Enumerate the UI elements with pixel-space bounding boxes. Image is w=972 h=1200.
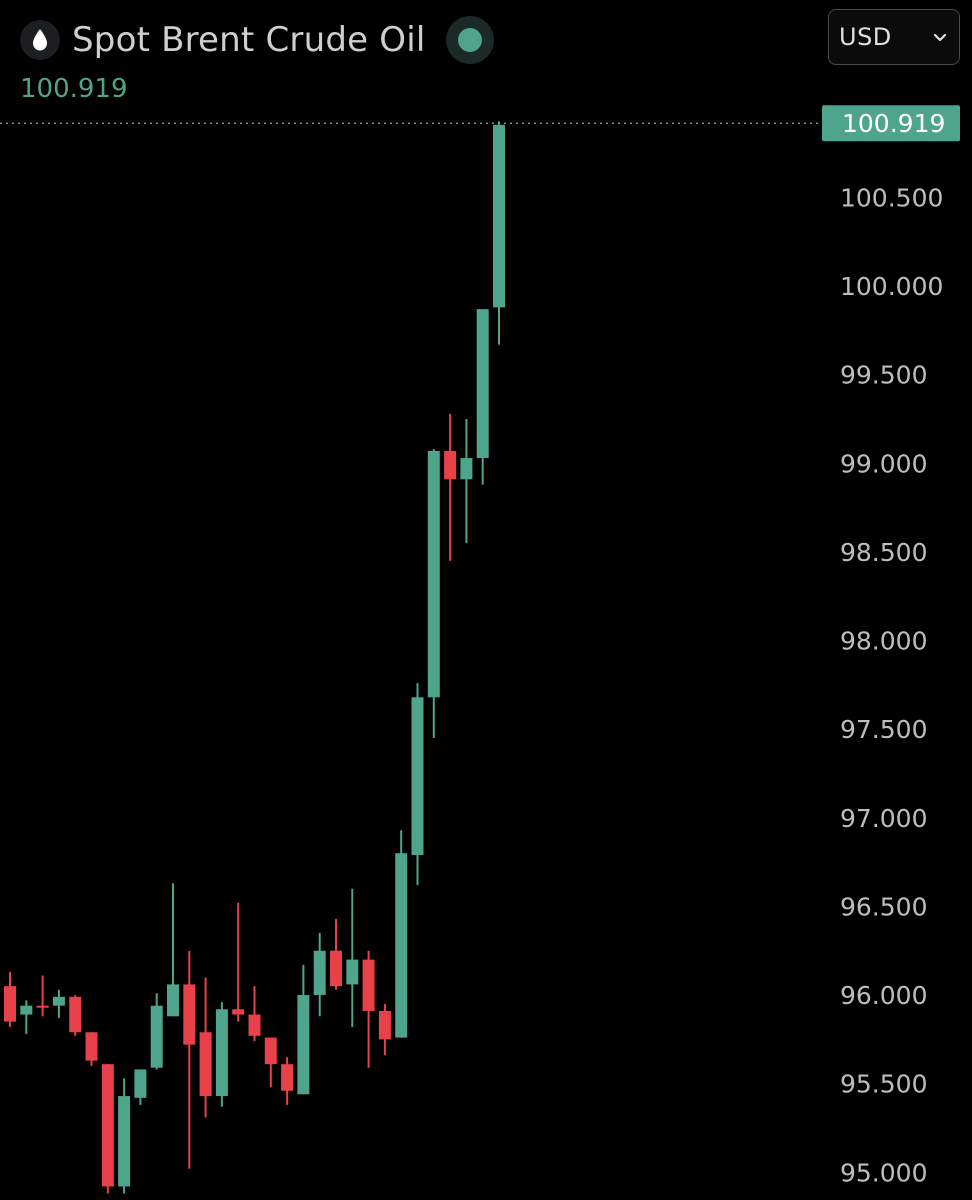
- y-tick-label: 99.500: [840, 361, 927, 390]
- y-tick-label: 100.500: [840, 183, 943, 212]
- candle-body: [427, 450, 440, 698]
- candle: [215, 1002, 228, 1107]
- candle: [493, 121, 505, 345]
- last-price-line-layer: 100.919: [0, 105, 960, 142]
- y-tick-label: 95.000: [840, 1158, 927, 1187]
- candle: [427, 449, 440, 739]
- candle: [460, 419, 473, 544]
- candle-body: [476, 309, 489, 459]
- candle-body: [101, 1064, 114, 1187]
- candle: [69, 995, 82, 1036]
- y-tick-label: 98.000: [840, 627, 927, 656]
- candle-body: [118, 1096, 131, 1187]
- candle-body: [199, 1032, 212, 1097]
- candle: [199, 977, 212, 1118]
- candle-body: [248, 1014, 261, 1036]
- candle-body: [150, 1005, 163, 1068]
- candle-body: [378, 1010, 391, 1040]
- candle-body: [52, 996, 65, 1006]
- candle-body: [297, 995, 310, 1095]
- candle-body: [232, 1009, 245, 1015]
- y-tick-label: 96.500: [840, 892, 927, 921]
- candle: [167, 883, 179, 1017]
- candle: [4, 972, 16, 1027]
- candle-body: [460, 458, 473, 480]
- last-price-tag-text: 100.919: [842, 109, 945, 138]
- candle: [281, 1057, 294, 1105]
- candle: [134, 1069, 147, 1105]
- candle-body: [281, 1064, 294, 1091]
- y-tick-label: 97.500: [840, 715, 927, 744]
- candle: [118, 1078, 131, 1194]
- candle-body: [264, 1037, 277, 1065]
- candle: [395, 830, 408, 1038]
- candle-body: [411, 697, 424, 856]
- live-status-dot-icon: [445, 16, 494, 64]
- y-tick-label: 98.500: [840, 538, 927, 567]
- candle-body: [183, 984, 196, 1045]
- y-tick-label: 97.000: [840, 804, 927, 833]
- instrument-title: Spot Brent Crude Oil: [72, 20, 426, 60]
- y-tick-label: 96.000: [840, 981, 927, 1010]
- candle-body: [167, 984, 179, 1017]
- currency-select-value: USD: [839, 23, 892, 51]
- candle-body: [444, 450, 457, 480]
- candle-body: [69, 996, 82, 1033]
- candle-body: [85, 1032, 98, 1061]
- candles-layer: [4, 121, 505, 1194]
- candle-body: [395, 853, 408, 1038]
- candle: [150, 993, 163, 1070]
- candle-body: [36, 1005, 49, 1008]
- y-tick-label: 95.500: [840, 1070, 927, 1099]
- last-price-label: 100.919: [20, 74, 128, 104]
- candle: [476, 309, 489, 485]
- candle-body: [346, 959, 359, 985]
- candle: [411, 683, 424, 886]
- candle: [330, 918, 342, 990]
- y-tick-label: 99.000: [840, 449, 927, 478]
- chart-header: Spot Brent Crude Oil: [20, 14, 494, 66]
- candle-body: [215, 1009, 228, 1097]
- candle-body: [493, 124, 505, 308]
- candle-body: [20, 1005, 33, 1015]
- candle: [85, 1032, 98, 1066]
- candle: [52, 989, 65, 1019]
- candle-body: [362, 959, 375, 1011]
- candle: [232, 902, 245, 1022]
- candle: [378, 1003, 391, 1056]
- candle: [36, 975, 49, 1017]
- chevron-down-icon[interactable]: [933, 28, 947, 47]
- candle: [362, 950, 375, 1068]
- last-price-tag: [822, 105, 960, 142]
- candle-body: [330, 950, 342, 987]
- candle: [346, 888, 359, 1027]
- candle: [313, 933, 326, 1017]
- candle: [264, 1037, 277, 1088]
- candle-body: [313, 950, 326, 996]
- candle: [20, 1000, 33, 1035]
- candle: [248, 986, 261, 1042]
- candle-body: [4, 986, 16, 1022]
- y-axis: 95.000 95.500 96.000 96.500 97.000 97.500 98.0…: [840, 183, 943, 1187]
- candle: [444, 413, 457, 561]
- candle-body: [134, 1069, 147, 1098]
- y-tick-label: 100.000: [840, 272, 943, 301]
- oil-drop-icon: [20, 20, 60, 60]
- candle: [101, 1064, 114, 1194]
- currency-select[interactable]: USD: [828, 9, 960, 65]
- candle: [297, 964, 310, 1095]
- candle: [183, 950, 196, 1169]
